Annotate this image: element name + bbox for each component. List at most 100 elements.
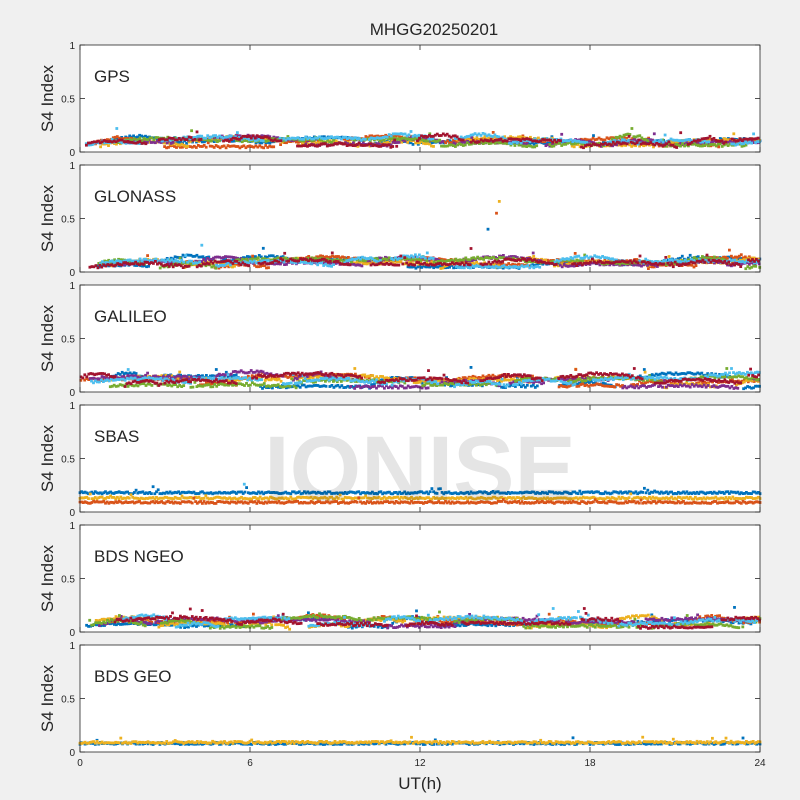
data-point	[391, 260, 395, 264]
data-point	[220, 135, 223, 139]
data-point	[546, 141, 550, 145]
data-point	[187, 140, 191, 144]
data-point	[500, 139, 503, 143]
data-point	[513, 140, 517, 143]
data-point	[497, 138, 501, 141]
data-point	[713, 261, 716, 265]
data-point	[96, 266, 100, 270]
data-point	[255, 134, 259, 138]
data-point	[284, 138, 288, 142]
data-point	[483, 135, 487, 139]
data-point	[208, 258, 211, 262]
data-point	[758, 384, 761, 388]
data-point	[389, 134, 393, 138]
data-point	[230, 255, 233, 259]
data-point	[341, 142, 345, 146]
data-point	[690, 263, 694, 267]
data-point	[426, 142, 429, 145]
data-point	[353, 136, 357, 140]
data-point	[221, 261, 224, 265]
data-point	[140, 142, 144, 145]
data-point	[385, 135, 389, 139]
data-point	[652, 132, 656, 136]
data-point	[535, 139, 539, 143]
data-point	[746, 256, 750, 260]
data-point	[166, 135, 170, 139]
data-point	[538, 265, 542, 269]
data-point	[470, 259, 474, 262]
data-point	[443, 133, 447, 137]
data-point	[565, 139, 569, 143]
data-point	[333, 255, 336, 259]
data-point	[265, 135, 269, 139]
data-point	[271, 254, 275, 258]
data-point	[380, 138, 384, 142]
data-point	[206, 134, 210, 138]
data-point	[274, 136, 278, 140]
data-point	[471, 261, 475, 265]
data-point	[216, 255, 219, 259]
data-point	[369, 142, 373, 145]
data-point	[97, 262, 101, 265]
data-point	[640, 136, 644, 140]
data-point	[554, 263, 558, 266]
data-point	[236, 134, 240, 138]
data-point	[372, 135, 376, 139]
data-point	[112, 138, 116, 141]
data-point	[702, 144, 706, 147]
data-point	[401, 138, 405, 142]
data-point	[700, 137, 704, 141]
data-point	[497, 141, 501, 145]
data-point	[673, 260, 677, 264]
data-point	[573, 139, 577, 142]
data-point	[678, 256, 682, 260]
data-point	[598, 263, 602, 267]
data-point	[461, 144, 465, 147]
data-point	[651, 140, 655, 144]
data-point	[453, 137, 457, 140]
data-point	[138, 136, 142, 140]
data-point	[369, 136, 373, 140]
data-point	[501, 139, 505, 143]
data-point	[229, 263, 232, 267]
data-point	[586, 143, 589, 147]
data-point	[228, 134, 231, 138]
data-point	[263, 135, 267, 138]
data-point	[469, 137, 473, 141]
data-point	[154, 260, 157, 263]
data-point	[618, 134, 622, 138]
data-point	[247, 264, 251, 267]
data-point	[223, 262, 226, 265]
data-point	[654, 264, 657, 267]
data-point	[519, 135, 522, 139]
data-point	[416, 258, 419, 262]
data-point	[459, 138, 463, 142]
data-point	[438, 138, 442, 142]
data-point	[736, 139, 740, 143]
data-point	[631, 141, 635, 145]
data-point	[704, 142, 708, 146]
data-point	[181, 145, 184, 149]
data-point	[407, 261, 411, 264]
data-point	[756, 136, 760, 140]
data-point	[249, 138, 253, 141]
data-point	[697, 140, 700, 144]
data-point	[547, 138, 550, 142]
data-point	[493, 138, 497, 142]
data-point	[701, 140, 705, 144]
data-point	[578, 263, 582, 266]
data-point	[650, 265, 654, 269]
data-point	[107, 144, 110, 147]
data-point	[407, 133, 411, 137]
data-point	[642, 137, 646, 141]
data-point	[432, 134, 435, 138]
data-point	[685, 143, 688, 147]
data-point	[510, 140, 513, 144]
data-point	[226, 144, 230, 147]
data-point	[327, 143, 331, 147]
data-point	[297, 140, 300, 144]
data-point	[503, 137, 507, 141]
data-point	[636, 261, 640, 265]
data-point	[350, 262, 354, 266]
data-point	[104, 139, 108, 143]
